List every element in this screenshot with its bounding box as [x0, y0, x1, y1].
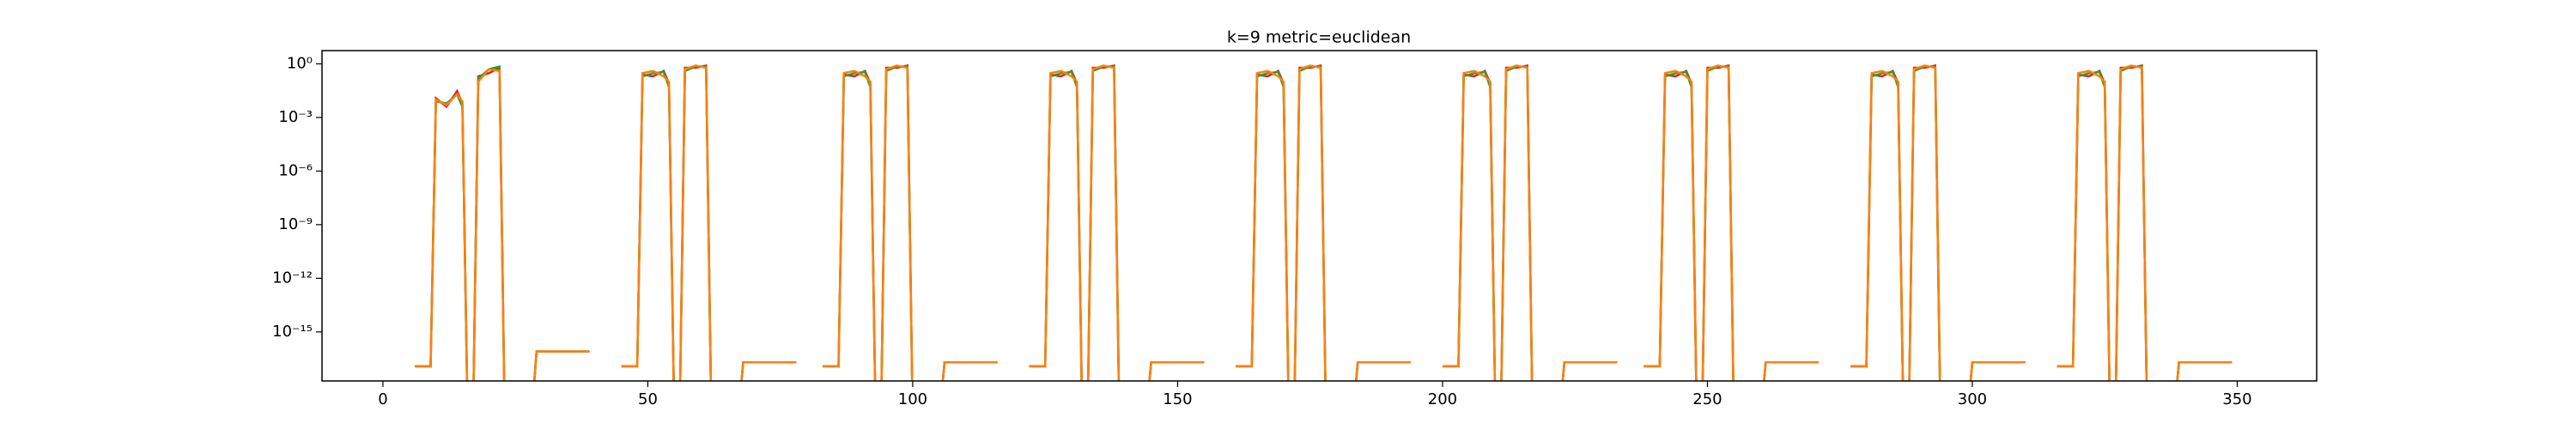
x-tick-label: 50: [638, 390, 658, 408]
x-tick-label: 250: [1692, 390, 1722, 408]
y-tick-label: 10⁻⁹: [278, 215, 313, 233]
y-tick-label: 10⁻⁶: [278, 161, 313, 179]
x-tick-label: 0: [378, 390, 387, 408]
x-tick-label: 100: [898, 390, 927, 408]
x-tick-label: 300: [1958, 390, 1987, 408]
x-tick-label: 150: [1163, 390, 1192, 408]
y-tick-label: 10⁻¹²: [272, 269, 313, 287]
chart-title: k=9 metric=euclidean: [1227, 28, 1411, 47]
x-tick-label: 200: [1428, 390, 1457, 408]
axes-frame: [321, 50, 2318, 382]
y-tick-label: 10⁰: [287, 54, 313, 72]
x-tick-label: 350: [2222, 390, 2251, 408]
y-tick-label: 10⁻¹⁵: [272, 323, 313, 341]
y-tick-label: 10⁻³: [278, 108, 313, 126]
